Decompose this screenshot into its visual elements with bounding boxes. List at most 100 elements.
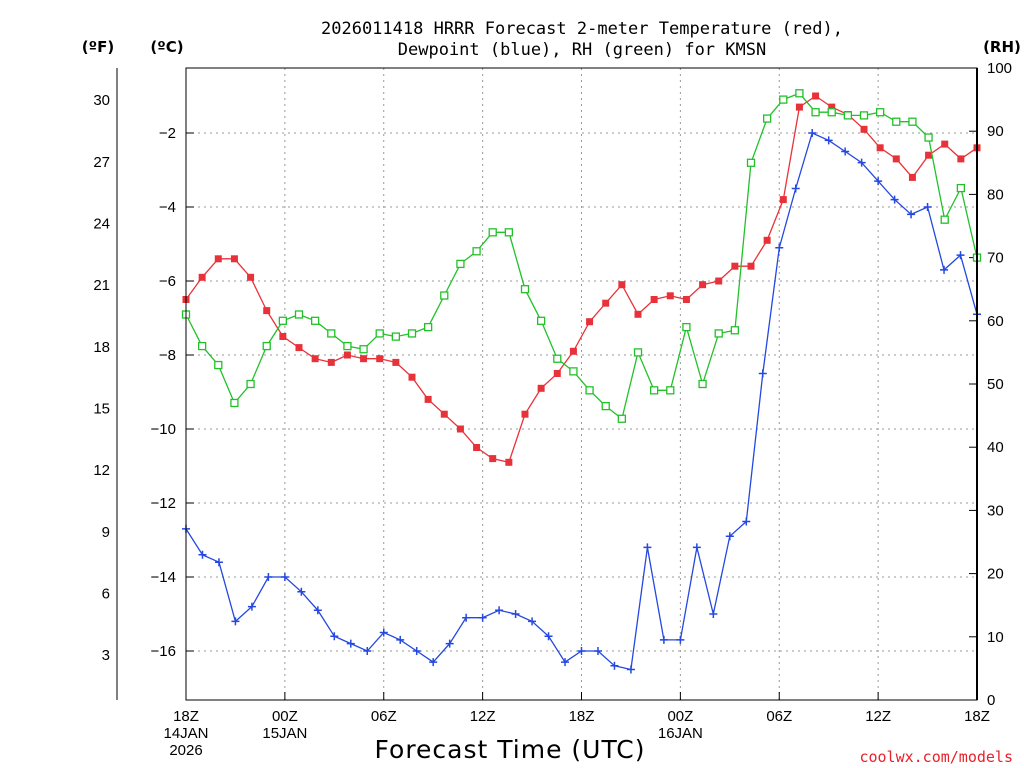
data-point — [346, 639, 355, 648]
data-point — [553, 354, 562, 363]
data-point — [715, 277, 723, 285]
data-point — [360, 355, 368, 363]
data-point — [828, 103, 836, 111]
data-point — [423, 322, 433, 332]
data-point — [379, 628, 388, 637]
celsius-tick-label: −6 — [159, 273, 176, 290]
x-tick-label: 18Z — [173, 708, 199, 725]
fahrenheit-tick-label: 21 — [93, 277, 110, 294]
data-point — [633, 348, 643, 357]
data-point — [440, 410, 448, 418]
data-point — [412, 647, 421, 655]
data-point — [197, 341, 207, 351]
data-point — [561, 658, 570, 667]
data-point — [456, 425, 464, 433]
data-point — [214, 255, 222, 263]
data-point — [682, 296, 690, 303]
data-point — [456, 259, 465, 269]
data-point — [956, 251, 965, 260]
data-point — [279, 333, 287, 340]
data-point — [472, 247, 481, 256]
data-point — [247, 273, 255, 281]
data-point — [343, 351, 351, 359]
data-point — [231, 617, 240, 626]
data-point — [462, 613, 471, 622]
data-point — [812, 92, 820, 100]
data-point — [650, 296, 658, 303]
fahrenheit-tick-label: 9 — [102, 524, 110, 541]
celsius-tick-label: −14 — [151, 569, 176, 586]
data-point — [521, 410, 529, 418]
celsius-unit-label: (ºC) — [150, 38, 183, 56]
data-point — [602, 299, 610, 307]
fahrenheit-axis: 30 27 24 21 18 15 12 9 6 3 — [93, 92, 110, 664]
data-point — [956, 183, 966, 193]
x-tick-label: 12Z — [865, 708, 891, 725]
series-rh — [181, 89, 982, 423]
data-point — [746, 158, 756, 167]
data-point — [876, 144, 884, 152]
data-point — [544, 632, 553, 641]
data-point — [925, 151, 933, 159]
fahrenheit-tick-label: 12 — [93, 462, 110, 479]
data-point — [489, 455, 497, 463]
data-point — [407, 329, 417, 338]
rh-tick-label: 90 — [987, 123, 1004, 140]
data-point — [586, 318, 594, 326]
rh-tick-label: 60 — [987, 313, 1004, 330]
data-point — [779, 95, 788, 104]
x-tick-label: 06Z — [766, 708, 792, 725]
data-point — [682, 322, 691, 332]
data-point — [941, 140, 949, 148]
celsius-axis: −2 −4 −6 −8 −10 −12 −14 −16 — [151, 125, 194, 660]
data-point — [311, 355, 319, 363]
data-point — [859, 111, 869, 120]
data-point — [924, 133, 933, 142]
rh-tick-label: 100 — [987, 60, 1012, 77]
x-tick-label: 06Z — [371, 708, 397, 725]
x-tick-label: 00Z — [272, 708, 298, 725]
data-point — [359, 345, 368, 354]
data-point — [824, 136, 833, 145]
data-point — [860, 125, 868, 133]
data-point — [294, 310, 304, 319]
data-point — [396, 635, 405, 644]
data-point — [198, 550, 207, 559]
data-point — [424, 395, 432, 403]
data-point — [795, 89, 804, 98]
x-axis-label: Forecast Time (UTC) — [375, 735, 646, 764]
data-point — [295, 344, 303, 352]
data-point — [618, 281, 626, 289]
data-point — [505, 458, 513, 466]
rh-tick-label: 10 — [987, 629, 1004, 646]
data-point — [601, 401, 610, 411]
data-point — [392, 358, 400, 366]
celsius-tick-label: −4 — [159, 199, 176, 216]
data-point — [762, 114, 772, 123]
data-point — [892, 155, 900, 163]
data-point — [923, 203, 932, 211]
data-point — [375, 329, 384, 338]
x-tick-label: 14JAN — [163, 725, 208, 742]
data-point — [791, 184, 800, 193]
data-point — [537, 384, 545, 392]
data-point — [843, 111, 853, 120]
data-point — [763, 236, 771, 244]
rh-tick-label: 80 — [987, 186, 1004, 203]
fahrenheit-tick-label: 18 — [93, 339, 110, 356]
data-point — [811, 108, 820, 117]
x-tick-label: 18Z — [964, 708, 990, 725]
data-point — [593, 647, 602, 655]
data-point — [230, 255, 238, 263]
fahrenheit-tick-label: 30 — [93, 92, 110, 109]
x-tick-label: 18Z — [569, 708, 595, 725]
data-point — [264, 573, 273, 581]
data-point — [408, 373, 416, 381]
celsius-tick-label: −2 — [159, 125, 176, 142]
fahrenheit-unit-label: (ºF) — [82, 38, 114, 56]
rh-tick-label: 20 — [987, 566, 1004, 583]
data-point — [940, 215, 949, 224]
data-point — [198, 273, 206, 281]
data-point — [779, 196, 787, 204]
rh-tick-label: 30 — [987, 502, 1004, 519]
